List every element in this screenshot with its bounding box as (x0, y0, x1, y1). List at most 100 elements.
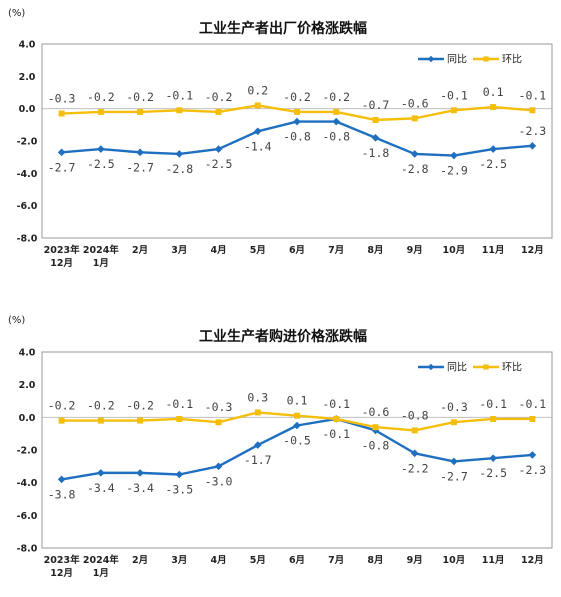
data-label: -0.1 (519, 397, 547, 411)
data-point (490, 104, 497, 111)
data-label: -0.8 (322, 130, 350, 144)
data-point (253, 127, 262, 136)
legend-label: 环比 (502, 54, 522, 66)
data-label: -0.8 (283, 130, 311, 144)
data-label: -0.6 (362, 405, 390, 419)
data-label: -0.1 (165, 397, 193, 411)
x-tick-label: 2023年 (44, 244, 80, 256)
data-label: -2.5 (479, 466, 507, 480)
data-point (175, 150, 184, 158)
data-label: -0.3 (48, 92, 76, 106)
data-point (97, 145, 105, 153)
x-tick-label: 10月 (443, 245, 466, 256)
x-tick-label: 8月 (367, 555, 383, 566)
data-label: -0.2 (87, 399, 115, 413)
data-label: -0.2 (48, 399, 76, 413)
x-tick-label: 9月 (407, 555, 423, 566)
data-point (214, 462, 223, 471)
y-tick-label: -8.0 (17, 234, 38, 245)
data-label: -0.6 (401, 96, 429, 110)
y-tick-label: -8.0 (17, 544, 38, 555)
data-point (529, 107, 536, 114)
x-tick-label: 3月 (171, 245, 187, 256)
plot-area (41, 43, 553, 239)
data-point (175, 470, 184, 479)
data-point (371, 133, 380, 142)
y-tick-label: 2.0 (19, 72, 36, 83)
legend-marker (483, 364, 489, 370)
legend-marker (427, 363, 435, 371)
legend-label: 同比 (447, 362, 467, 374)
data-label: -0.5 (283, 434, 311, 448)
data-point (528, 451, 537, 459)
data-label: -0.1 (519, 88, 547, 102)
x-tick-label: 6月 (289, 245, 305, 256)
data-label: -3.4 (126, 481, 154, 495)
data-label: -2.2 (401, 461, 429, 475)
data-point (410, 449, 419, 458)
data-label: -0.2 (322, 90, 350, 104)
data-point (489, 454, 497, 462)
x-tick-label: 11月 (482, 555, 505, 566)
y-tick-label: 2.0 (19, 380, 36, 391)
data-label: -2.7 (48, 160, 76, 174)
data-point (97, 417, 104, 424)
data-point (57, 475, 66, 484)
data-label: -2.5 (205, 157, 233, 171)
data-label: -0.1 (322, 397, 350, 411)
data-label: 0.3 (247, 390, 268, 404)
legend-label: 环比 (502, 362, 522, 374)
data-label: -3.0 (205, 474, 233, 488)
data-label: -2.9 (440, 164, 468, 178)
data-label: -0.2 (126, 90, 154, 104)
data-label: 0.1 (287, 394, 308, 408)
data-label: -2.8 (165, 162, 193, 176)
x-tick-label: 12月 (50, 568, 73, 579)
data-point (215, 108, 222, 115)
data-point (450, 107, 457, 114)
data-label: -3.8 (48, 487, 76, 501)
y-tick-label: 4.0 (19, 40, 36, 51)
data-label: -0.8 (362, 438, 390, 452)
data-point (137, 417, 144, 424)
data-label: -0.1 (440, 88, 468, 102)
data-label: -0.1 (165, 88, 193, 102)
data-point (333, 415, 340, 422)
data-point (450, 457, 458, 466)
x-tick-label: 1月 (93, 568, 109, 579)
x-tick-label: 4月 (210, 555, 226, 566)
y-tick-label: -6.0 (17, 511, 38, 522)
y-unit-label: (%) (8, 315, 25, 326)
data-point (529, 415, 536, 422)
data-point (490, 415, 497, 422)
x-tick-label: 7月 (328, 555, 344, 566)
chart-panel-1: 工业生产者出厂价格涨跌幅 (%) 4.0 2.0 0.0 -2.0 -4.0 -6.0 -8.0… (8, 8, 553, 269)
chart-panel-2: 工业生产者购进价格涨跌幅 (%) 4.0 2.0 0.0 -2.0 -4.0 -6.0 -8.0… (8, 315, 553, 579)
data-point (254, 409, 261, 416)
data-point (294, 412, 300, 419)
data-point (293, 421, 301, 430)
x-tick-label: 5月 (250, 555, 266, 566)
data-label: -2.3 (519, 463, 547, 477)
data-label: -0.2 (283, 90, 311, 104)
data-label: -0.2 (126, 399, 154, 413)
data-label: -2.3 (519, 124, 547, 138)
data-point (58, 110, 65, 117)
data-point (528, 142, 537, 150)
data-point (450, 151, 458, 160)
x-tick-label: 10月 (443, 555, 466, 566)
x-tick-label: 4月 (210, 245, 226, 256)
x-tick-label: 6月 (289, 555, 305, 566)
data-label: -0.3 (440, 400, 468, 414)
data-point (450, 419, 457, 426)
x-tick-label: 12月 (50, 258, 73, 269)
y-unit-label: (%) (8, 8, 25, 19)
data-point (332, 117, 341, 126)
x-tick-label: 1月 (93, 258, 109, 269)
x-tick-label: 12月 (521, 245, 544, 256)
legend-marker (483, 56, 489, 62)
chart-title: 工业生产者出厂价格涨跌幅 (199, 20, 367, 37)
y-tick-label: 0.0 (19, 104, 36, 115)
x-tick-label: 12月 (521, 555, 544, 566)
